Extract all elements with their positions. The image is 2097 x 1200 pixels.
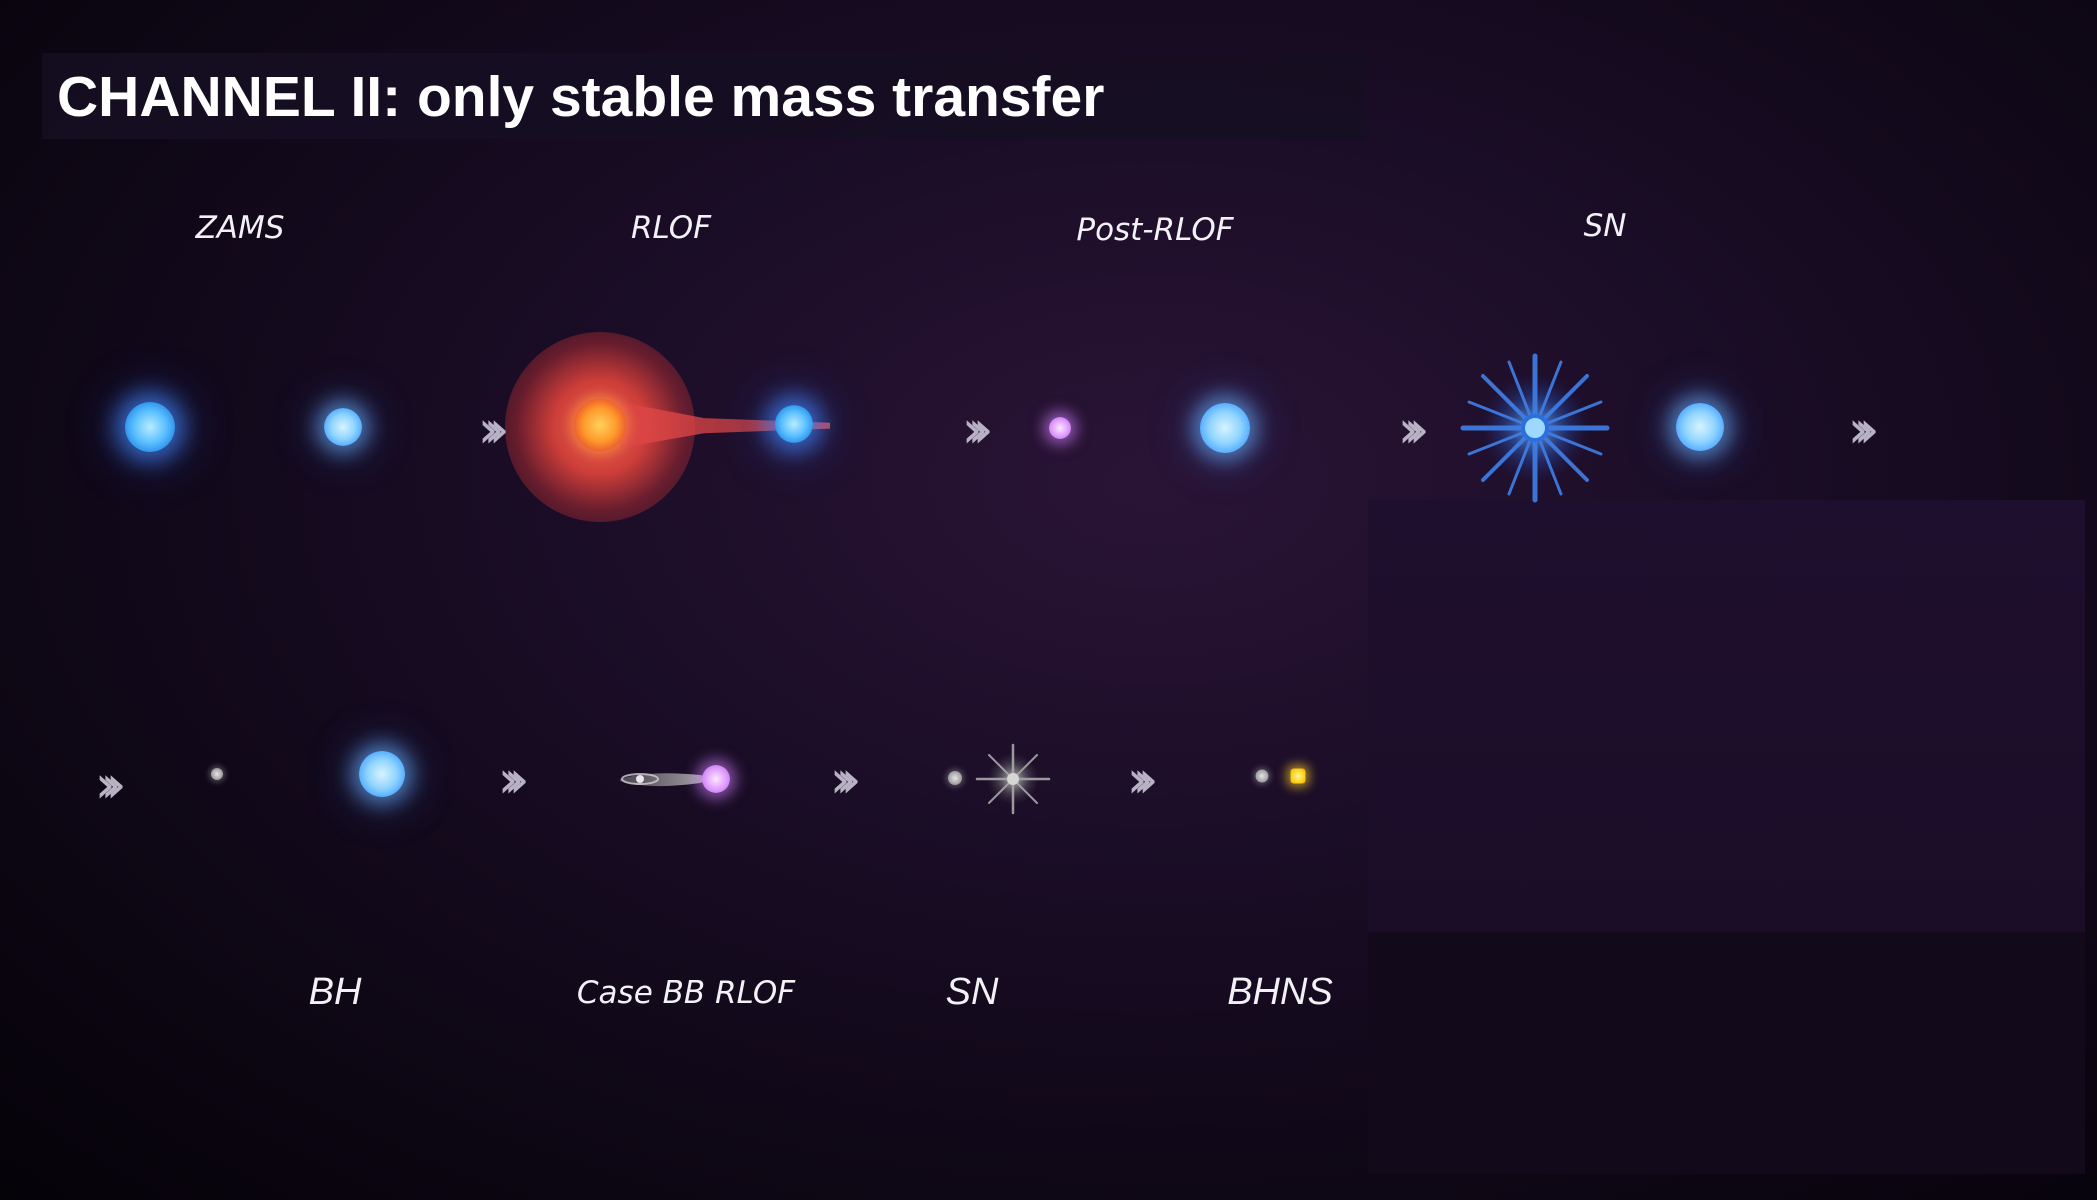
page-title: CHANNEL II: only stable mass transfer [57,65,1105,129]
companion-star-bh [359,751,405,797]
title-bar [42,53,1366,139]
label-bh: BH [308,971,362,1013]
black-hole [211,768,223,780]
black-hole-sn [948,771,962,785]
label-zams: ZAMS [195,210,285,246]
label-case-bb-rlof: Case BB RLOF [576,975,796,1011]
label-sn-bottom: SN [945,971,999,1013]
label-rlof: RLOF [630,210,712,246]
label-bhns: BHNS [1227,971,1333,1013]
companion-star-sn [1676,403,1724,451]
background-panel-lower [1368,932,2085,1174]
label-post-rlof: Post-RLOF [1076,212,1234,248]
red-giant-core [574,399,626,451]
secondary-star-zams [324,408,362,446]
neutron-star-bhns [1290,768,1306,784]
accretor-star-rlof [775,405,813,443]
background-panel [1368,500,2085,932]
stripped-star-case-bb [702,765,730,793]
black-hole-bhns [1255,769,1269,783]
primary-star-zams [125,402,175,452]
label-sn-top: SN [1583,208,1627,244]
companion-star-post-rlof [1200,403,1250,453]
stripped-star-post-rlof [1049,417,1071,439]
